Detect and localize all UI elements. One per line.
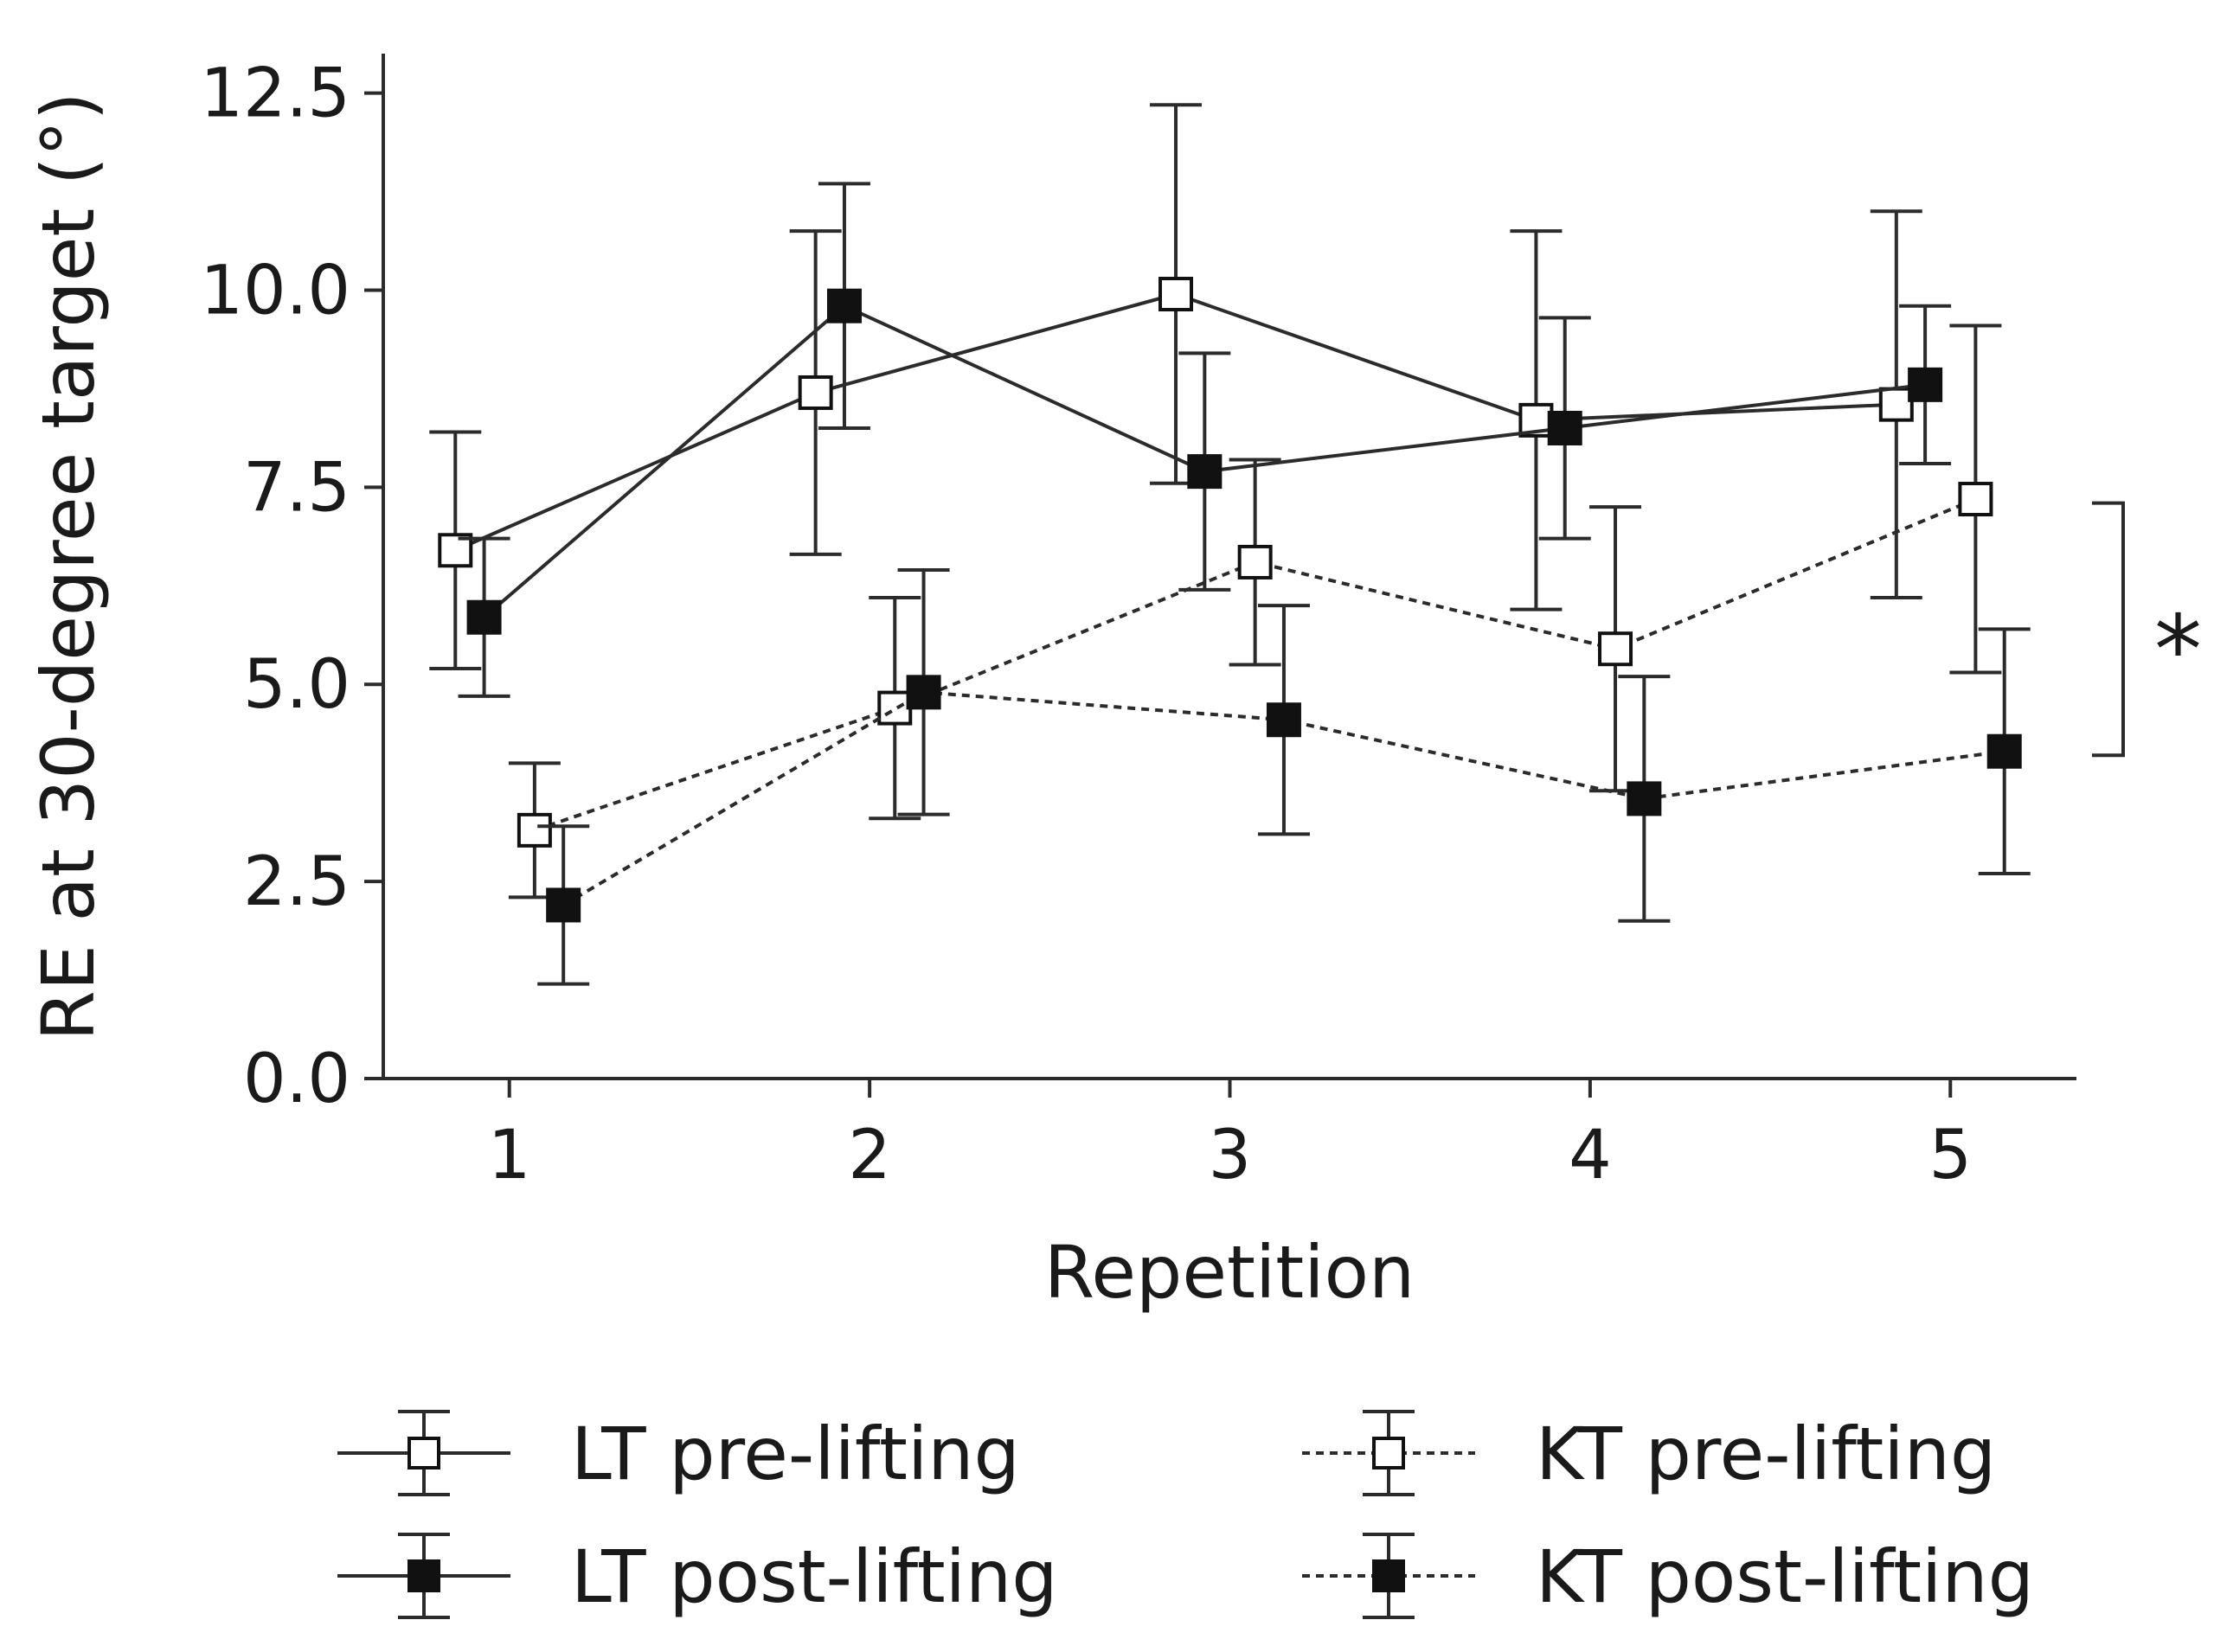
data-point bbox=[517, 812, 552, 848]
legend-label: LT post-lifting bbox=[571, 1534, 1058, 1619]
data-point bbox=[1598, 631, 1633, 667]
y-tick-label: 0.0 bbox=[243, 1041, 350, 1118]
y-axis-title: RE at 30-degree target (°) bbox=[26, 92, 111, 1041]
y-tick-label: 12.5 bbox=[200, 55, 350, 133]
data-point bbox=[1878, 387, 1914, 422]
significance-asterisk: * bbox=[2154, 594, 2202, 705]
data-point bbox=[1627, 781, 1662, 816]
legend-marker bbox=[1372, 1559, 1405, 1592]
data-point bbox=[826, 288, 862, 323]
y-tick-label: 2.5 bbox=[243, 843, 350, 921]
x-tick-label: 5 bbox=[1928, 1117, 1972, 1194]
data-point bbox=[1986, 733, 2022, 769]
legend-marker bbox=[408, 1437, 440, 1470]
data-point bbox=[906, 675, 941, 710]
legend-label: LT pre-lifting bbox=[571, 1412, 1020, 1496]
data-point bbox=[1958, 482, 1993, 517]
series-kt-pre-lifting bbox=[508, 323, 2002, 900]
series-lt-pre-lifting bbox=[429, 103, 1922, 670]
legend-label: KT pre-lifting bbox=[1536, 1412, 1996, 1496]
significance-bracket bbox=[2092, 501, 2125, 758]
x-ticks: 1 2 3 4 5 bbox=[488, 1079, 1972, 1194]
legend-marker bbox=[1372, 1437, 1405, 1470]
data-point bbox=[798, 375, 833, 410]
data-point bbox=[546, 887, 581, 923]
data-point bbox=[1547, 410, 1582, 445]
x-tick-label: 3 bbox=[1209, 1117, 1252, 1194]
series-layer bbox=[429, 103, 2031, 986]
legend-item: LT pre-lifting bbox=[337, 1410, 1020, 1496]
x-axis-title: Repetition bbox=[1044, 1230, 1415, 1315]
x-tick-label: 2 bbox=[848, 1117, 891, 1194]
data-point bbox=[877, 690, 913, 726]
data-point bbox=[1237, 544, 1273, 579]
y-tick-label: 5.0 bbox=[243, 646, 350, 724]
x-tick-label: 1 bbox=[488, 1117, 531, 1194]
data-point bbox=[466, 599, 502, 635]
data-point bbox=[1908, 367, 1943, 402]
legend-label: KT post-lifting bbox=[1536, 1534, 2034, 1619]
legend-item: KT pre-lifting bbox=[1302, 1410, 1996, 1496]
legend-item: KT post-lifting bbox=[1302, 1533, 2034, 1619]
plot-area: 0.0 2.5 5.0 7.5 10.0 12.5 1 2 3 4 5 * bbox=[200, 54, 2202, 1194]
x-tick-label: 4 bbox=[1569, 1117, 1612, 1194]
y-tick-label: 7.5 bbox=[243, 449, 350, 527]
data-point bbox=[1266, 702, 1301, 738]
y-ticks: 0.0 2.5 5.0 7.5 10.0 12.5 bbox=[200, 55, 383, 1118]
y-tick-label: 10.0 bbox=[200, 252, 350, 330]
legend-marker bbox=[408, 1559, 440, 1592]
legend: LT pre-lifting LT post-lifting KT pre-lift… bbox=[337, 1410, 2034, 1619]
annotation-layer: * bbox=[2092, 501, 2202, 758]
legend-item: LT post-lifting bbox=[337, 1533, 1058, 1619]
data-point bbox=[1187, 454, 1223, 490]
series-lt-post-lifting bbox=[458, 182, 1952, 698]
data-point bbox=[1158, 277, 1194, 312]
series-kt-post-lifting bbox=[537, 568, 2031, 986]
